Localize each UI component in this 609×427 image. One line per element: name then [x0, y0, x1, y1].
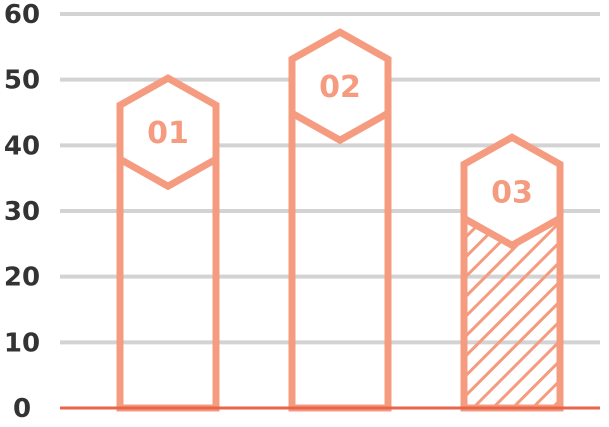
bar-02: 02: [288, 28, 392, 412]
bar-label-02: 02: [319, 70, 361, 105]
y-tick-label-60: 60: [4, 0, 40, 30]
bar-hexagon-02: [288, 28, 392, 145]
bar-01: 01: [116, 74, 220, 412]
bar-hexagon-01: [116, 74, 220, 191]
y-tick-label-40: 40: [4, 131, 40, 161]
y-tick-label-0: 0: [13, 394, 31, 424]
y-axis-tick-labels: 0 10 20 30 40 50 60: [4, 0, 40, 424]
bar-03: 03: [460, 133, 564, 412]
bar-hexagon-03: [460, 133, 564, 250]
bars: 01 02 03: [116, 28, 564, 412]
bar-hatch-03: [464, 218, 560, 408]
y-tick-label-50: 50: [4, 66, 40, 96]
y-tick-label-30: 30: [4, 197, 40, 227]
bar-label-01: 01: [147, 116, 189, 151]
y-tick-label-20: 20: [4, 263, 40, 293]
bar-label-03: 03: [491, 175, 533, 210]
y-tick-label-10: 10: [4, 328, 40, 358]
